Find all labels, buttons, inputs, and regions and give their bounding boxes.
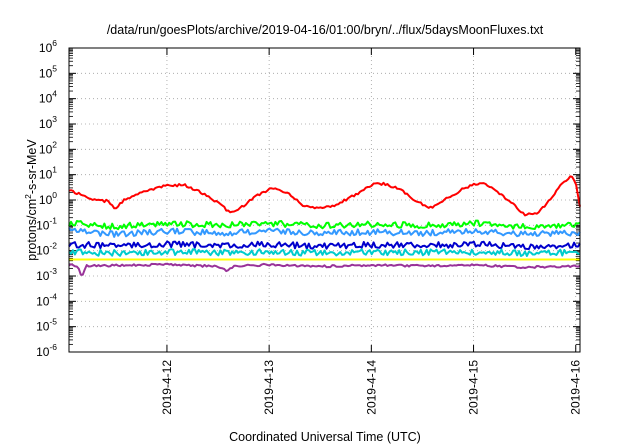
y-tick-label-exp: -1 [49,215,57,225]
y-tick-label-exp: 5 [52,63,57,73]
x-axis-label: Coordinated Universal Time (UTC) [229,430,421,444]
series-line-1 [68,175,581,217]
x-tick-label: 2019-4-12 [160,360,174,415]
y-tick-label-base: 10 [36,269,50,283]
x-tick-label: 2019-4-16 [569,360,583,415]
y-tick-label: 101 [39,165,57,182]
y-tick-label-base: 10 [39,193,53,207]
x-tick-label: 2019-4-13 [262,360,276,415]
y-tick-label-exp: 3 [52,114,57,124]
series-group [68,175,581,276]
y-tick-label: 10-1 [36,215,57,232]
y-tick-label: 102 [39,139,57,156]
y-tick-label: 104 [39,89,57,106]
y-tick-label-exp: -6 [49,342,57,352]
y-tick-label-exp: 4 [52,89,57,99]
x-tick-label: 2019-4-14 [364,360,378,415]
y-tick-label: 10-5 [36,317,57,334]
y-tick-label: 10-6 [36,342,57,359]
y-tick-label-exp: -3 [49,266,57,276]
series-line-4 [68,240,581,250]
y-tick-label: 103 [39,114,57,131]
y-tick-label: 10-2 [36,241,57,258]
y-tick-label-exp: -5 [49,317,57,327]
y-tick-label-base: 10 [36,320,50,334]
y-tick-label-exp: -4 [49,291,57,301]
ticks [69,47,580,353]
y-tick-label-base: 10 [39,66,53,80]
y-tick-label: 106 [39,38,57,55]
y-tick-label-exp: 1 [52,165,57,175]
series-line-7 [68,262,581,276]
series-line-2 [68,219,581,231]
y-tick-label-exp: 2 [52,139,57,149]
y-tick-label-base: 10 [36,244,50,258]
y-tick-label-base: 10 [36,294,50,308]
y-axis-label-prefix: protons/cm [25,199,39,261]
y-tick-label-base: 10 [39,168,53,182]
series-line-5 [68,248,581,257]
y-tick-label-exp: 6 [52,38,57,48]
chart-title: /data/run/goesPlots/archive/2019-04-16/0… [107,23,544,37]
y-tick-label-exp: -2 [49,241,57,251]
y-tick-label-base: 10 [39,117,53,131]
y-tick-label-base: 10 [39,92,53,106]
y-tick-label: 100 [39,190,57,207]
y-axis-label-suffix: -s-sr-MeV [25,139,39,195]
y-tick-labels: 10-610-510-410-310-210-11001011021031041… [36,38,57,359]
y-tick-label-exp: 0 [52,190,57,200]
y-axis-label-sup: 2 [23,194,33,199]
x-tick-labels: 2019-4-12 2019-4-13 2019-4-14 2019-4-15 2019… [160,360,583,415]
y-axis-label: protons/cm2-s-sr-MeV [23,139,39,261]
plot-frame [68,47,581,353]
y-tick-label: 105 [39,63,57,80]
y-tick-label: 10-3 [36,266,57,283]
series-line-3 [68,227,581,238]
y-tick-label: 10-4 [36,291,57,308]
y-tick-label-base: 10 [39,142,53,156]
y-tick-label-base: 10 [39,41,53,55]
y-tick-label-base: 10 [36,218,50,232]
y-tick-label-base: 10 [36,345,50,359]
x-tick-label: 2019-4-15 [467,360,481,415]
